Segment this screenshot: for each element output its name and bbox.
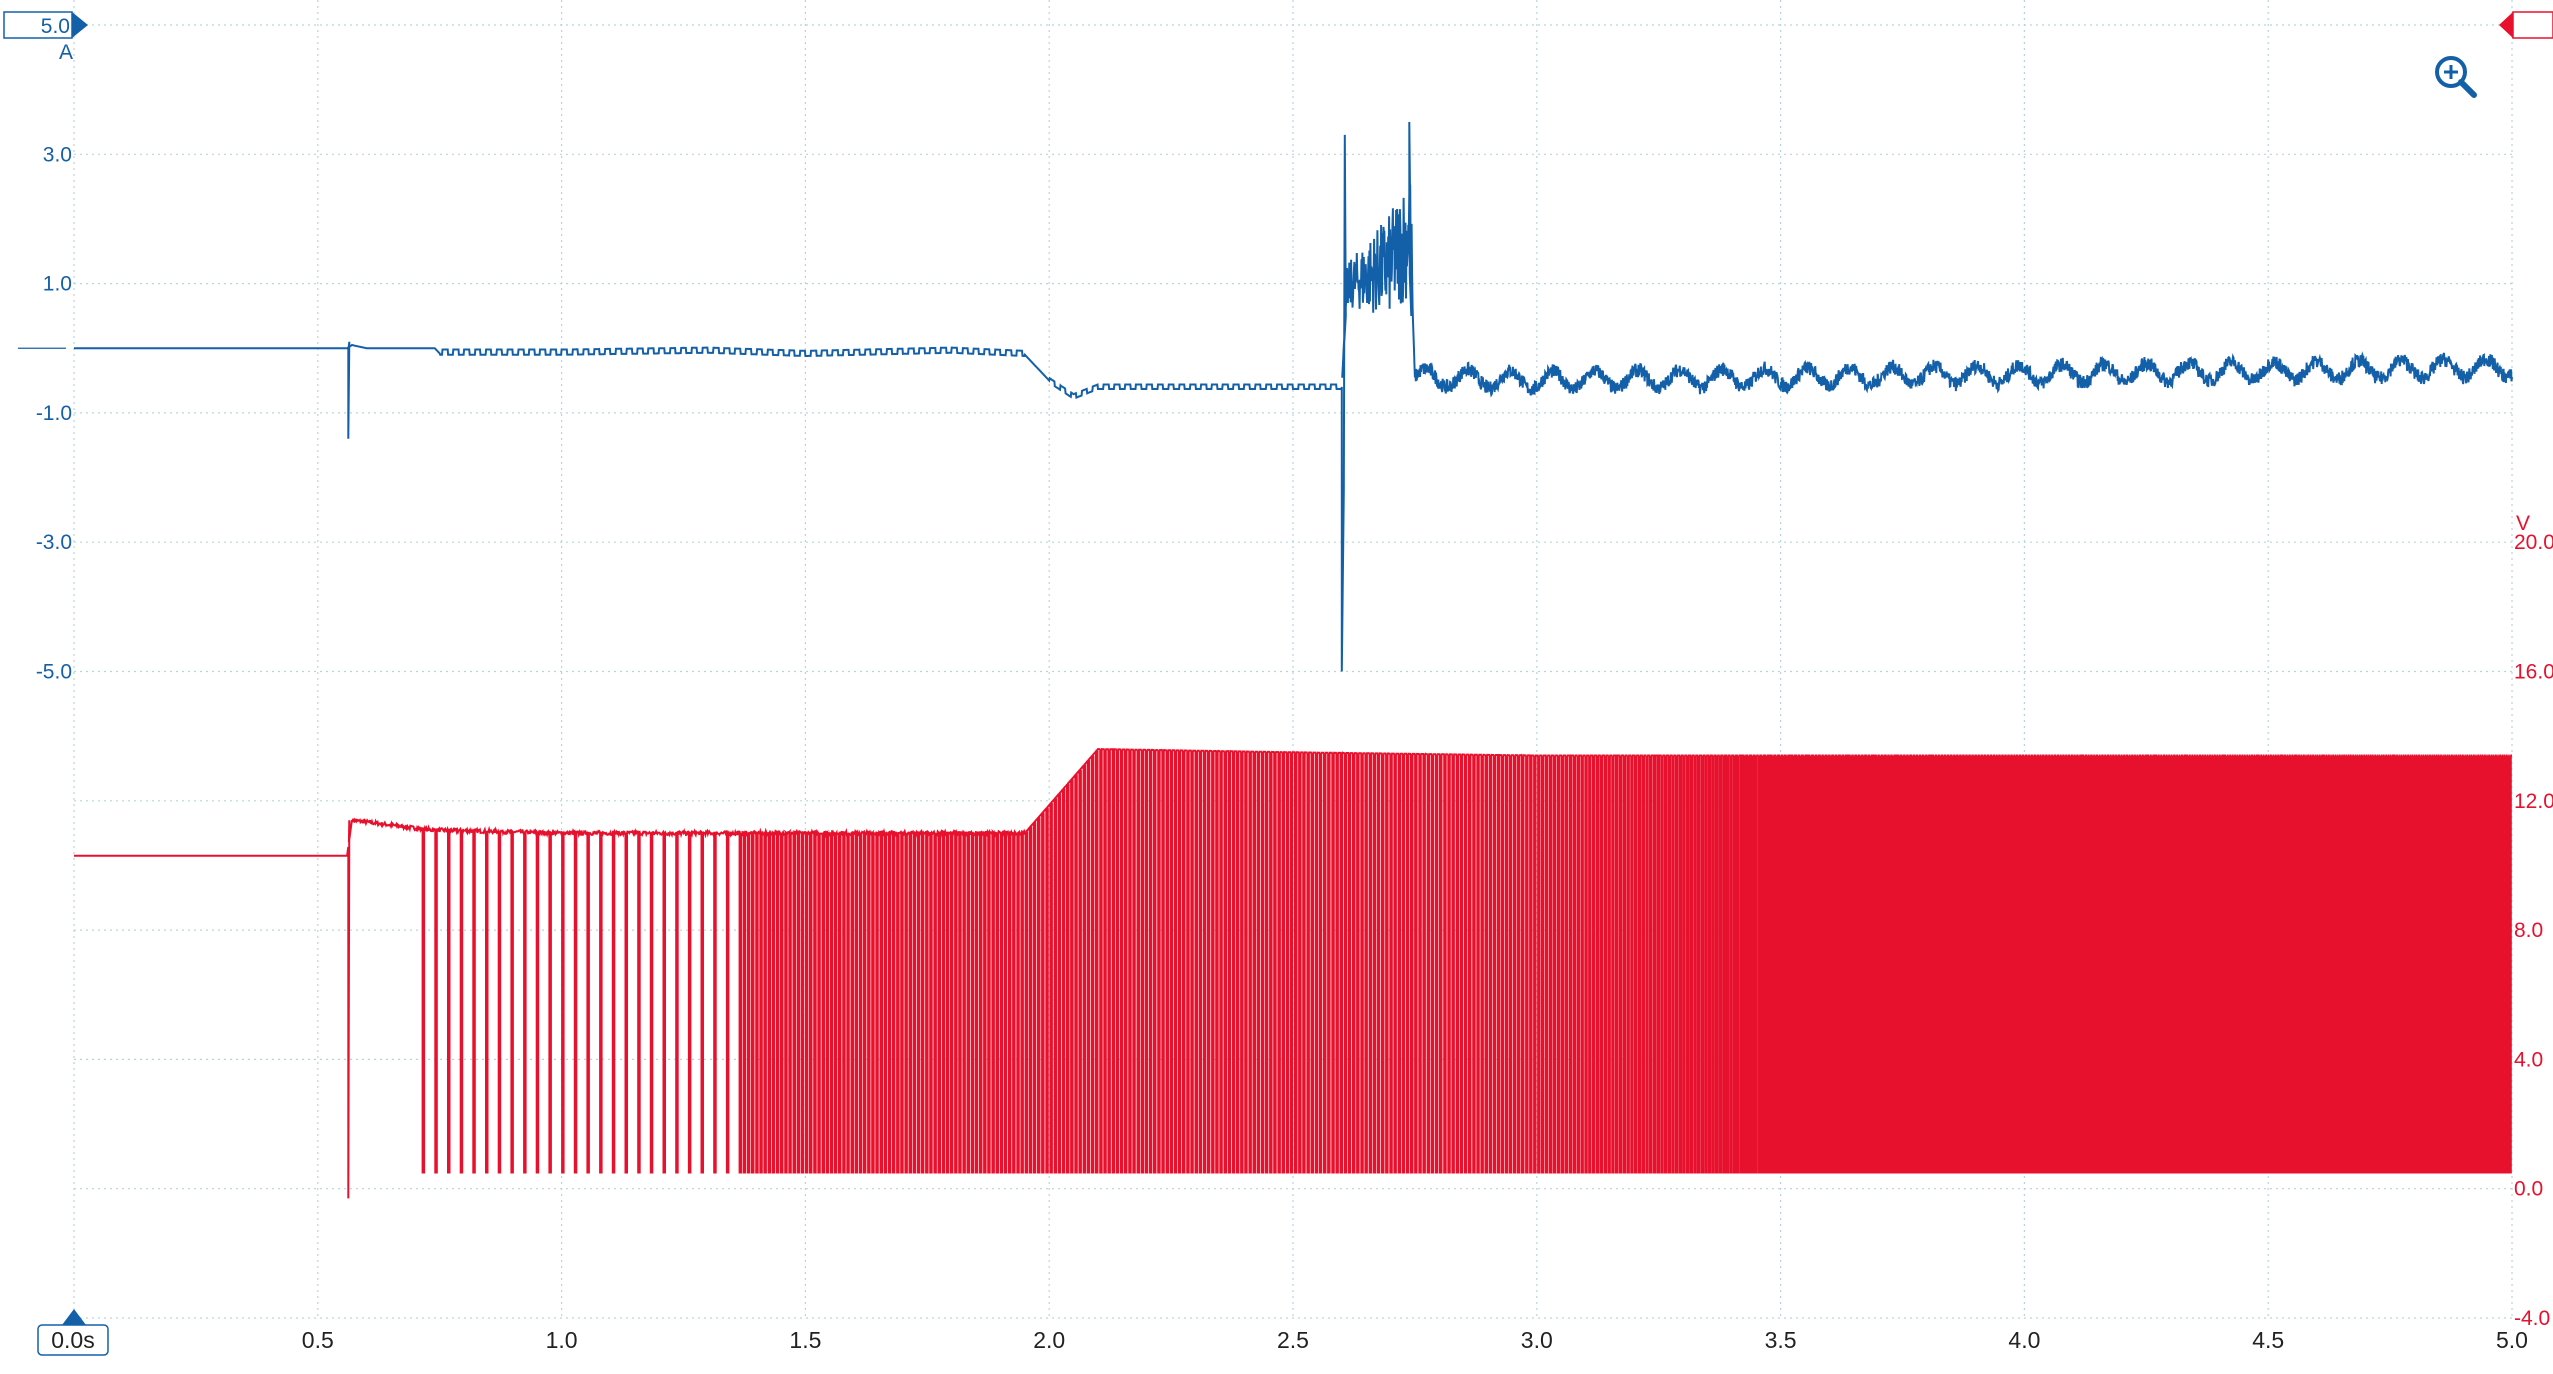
x-tick-label: 4.5 <box>2252 1327 2284 1353</box>
left-tick-label: 1.0 <box>43 273 72 296</box>
channel-a-trace <box>74 121 2513 672</box>
x-tick-label: 5.0 <box>2496 1327 2528 1353</box>
channel-b-scale-box[interactable] <box>2512 11 2553 39</box>
left-tick-label: 3.0 <box>43 143 72 166</box>
left-tick-label: -1.0 <box>36 402 72 425</box>
right-axis: 20.0 16.0 12.0 8.0 4.0 0.0 -4.0 V <box>2499 11 2553 1330</box>
x-tick-label: 1.5 <box>789 1327 821 1353</box>
right-tick-label: 20.0 <box>2514 531 2553 554</box>
right-tick-label: 8.0 <box>2514 919 2543 942</box>
markers-layer <box>2435 56 2477 98</box>
time-start-label: 0.0s <box>51 1327 94 1353</box>
channel-b-trace <box>74 748 2512 1199</box>
x-tick-label: 2.5 <box>1277 1327 1309 1353</box>
channel-b-arrow-icon[interactable] <box>2499 12 2513 38</box>
channel-a-arrow-icon[interactable] <box>72 12 88 38</box>
right-tick-label: 16.0 <box>2514 661 2553 684</box>
x-tick-label: 3.0 <box>1521 1327 1553 1353</box>
channel-a-scale-box[interactable] <box>3 11 73 39</box>
channel-b-unit: V <box>2516 512 2530 535</box>
right-tick-label: 4.0 <box>2514 1048 2543 1071</box>
x-tick-label: 1.0 <box>546 1327 578 1353</box>
x-axis: 0.5 1.0 1.5 2.0 2.5 3.0 3.5 4.0 4.5 5.0 0.0s <box>37 1309 2528 1356</box>
right-tick-label: -4.0 <box>2514 1307 2550 1330</box>
zoom-in-icon[interactable] <box>2435 56 2477 98</box>
right-tick-label: 0.0 <box>2514 1178 2543 1201</box>
x-tick-label: 2.0 <box>1033 1327 1065 1353</box>
channel-a-unit: A <box>59 41 73 64</box>
left-tick-label: -5.0 <box>36 661 72 684</box>
left-tick-label: -3.0 <box>36 531 72 554</box>
channel-a-top-label: 5.0 <box>41 15 70 38</box>
trace-layer <box>74 121 2513 1199</box>
time-start-arrow-icon[interactable] <box>62 1309 86 1325</box>
x-tick-label: 3.5 <box>1765 1327 1797 1353</box>
left-axis: 3.0 1.0 -1.0 -3.0 -5.0 5.0 A <box>3 11 88 684</box>
right-tick-label: 12.0 <box>2514 790 2553 813</box>
x-tick-label: 4.0 <box>2008 1327 2040 1353</box>
x-tick-label: 0.5 <box>302 1327 334 1353</box>
